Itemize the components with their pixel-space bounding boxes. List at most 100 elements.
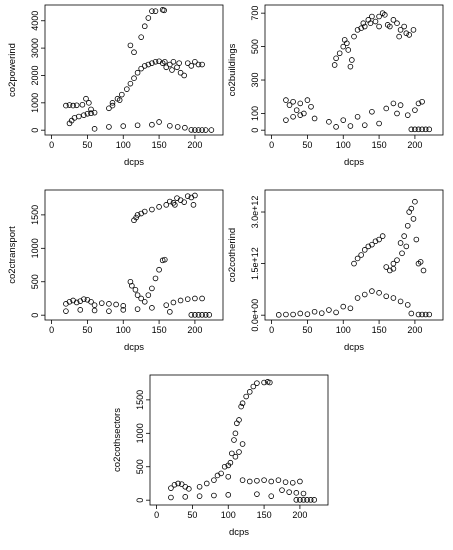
y-axis-title: co2buildings [227,43,238,96]
data-point [347,63,354,70]
data-point [208,127,215,133]
data-point [174,124,181,130]
y-tick-label: 1000 [135,423,145,443]
data-point [254,477,260,484]
plot-frame [264,4,444,136]
y-tick-label: 0 [250,128,260,133]
data-point [152,8,159,14]
data-point [360,20,367,26]
data-point [129,282,135,289]
data-point [170,58,177,65]
data-point [227,459,234,466]
x-tick-label: 50 [82,140,92,150]
data-point [186,486,192,492]
y-tick-label: 3.0e+12 [250,196,260,229]
y-tick-label: 4000 [30,11,40,31]
data-point [412,126,418,133]
data-point [163,302,170,308]
data-point [149,60,155,66]
data-point [84,110,91,117]
data-point [369,108,375,115]
data-point [354,295,361,301]
data-point [149,206,155,213]
data-point [415,100,422,107]
data-point [184,296,191,302]
data-point [232,453,239,460]
data-point [221,463,228,470]
data-point [246,389,253,395]
data-point [290,311,296,318]
data-points [283,10,433,133]
plot-frame [44,4,224,136]
y-tick-label: 1500 [135,390,145,410]
data-point [131,49,137,56]
y-tick-label: 0 [30,313,40,318]
data-point [162,256,168,263]
data-point [326,307,332,313]
data-point [387,267,393,274]
data-point [333,309,339,316]
y-axis-title: co2cothsectors [112,408,123,472]
y-tick-label: 0 [135,498,145,503]
data-point [387,23,393,30]
data-point [311,308,318,315]
data-point [141,63,148,69]
data-point [390,295,397,301]
data-point [358,25,364,32]
data-point [163,202,170,208]
data-point [311,497,318,503]
x-tick-label: 200 [292,510,307,520]
data-point [106,308,112,314]
data-point [141,23,148,30]
data-point [361,247,368,253]
x-tick-label: 200 [187,140,202,150]
x-tick-label: 150 [152,140,167,150]
data-point [403,243,410,250]
data-point [379,233,386,239]
data-point [422,126,429,133]
data-point [190,202,197,208]
data-point [340,43,347,50]
x-axis-title: dcps [229,527,249,538]
y-tick-label: 500 [30,274,40,289]
data-point [333,124,339,130]
data-point [119,91,125,98]
data-point [113,301,119,308]
data-point [282,479,289,485]
data-point [88,110,94,117]
data-point [417,259,424,265]
data-point [127,42,134,49]
data-point [81,296,87,302]
data-point [261,379,267,386]
data-point [120,303,127,309]
chart-panel-co2buildings: 0 50 100 150 200 0 100 300 500 700 dcps co2building… [227,4,444,168]
data-point [290,98,296,105]
data-point [347,123,354,129]
data-point [199,312,205,318]
panels-container: 0 50 100 150 20001000200030004000dcpsco2powe… [7,4,444,538]
data-point [211,492,217,499]
data-point [172,202,178,208]
data-point [170,299,177,306]
data-point [261,477,267,483]
data-point [109,102,116,109]
y-tick-label: 500 [135,459,145,474]
data-point [275,477,282,483]
data-point [419,98,425,105]
data-point [412,198,418,205]
data-point [243,393,249,400]
x-tick-label: 0 [49,325,54,335]
data-point [162,58,168,65]
data-point [199,295,205,302]
data-point [156,204,162,210]
data-point [403,30,410,37]
data-point [297,310,304,317]
data-point [286,489,292,495]
data-point [404,302,411,308]
data-point [390,260,397,267]
data-point [73,102,80,109]
y-tick-label: 0 [30,128,40,133]
data-point [297,100,304,107]
data-point [367,20,374,26]
